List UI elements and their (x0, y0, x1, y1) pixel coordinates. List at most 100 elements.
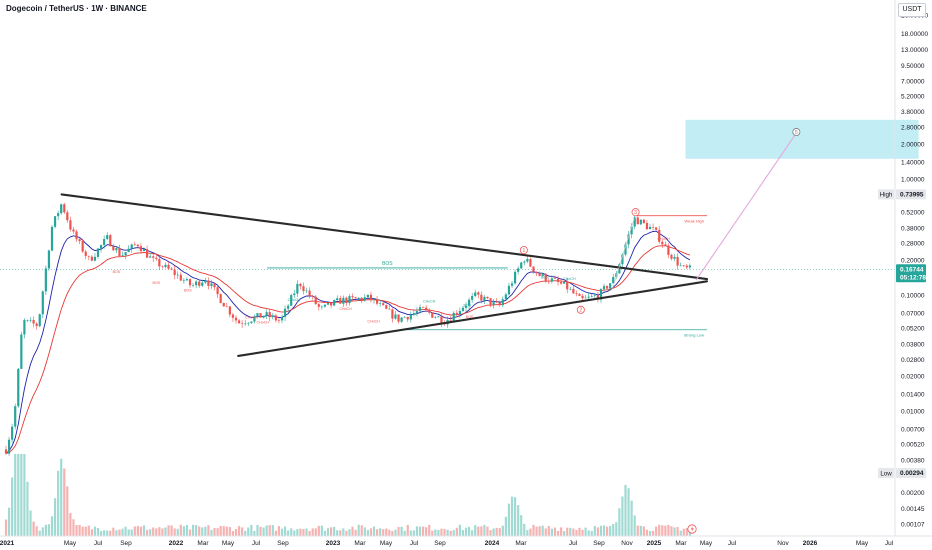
price-tick-label: 13.00000 (901, 47, 928, 54)
low-tag (878, 468, 894, 479)
price-tick-label: 0.05200 (901, 326, 925, 333)
candle-body (486, 296, 489, 299)
volume-bar (7, 507, 11, 536)
candle-body (541, 273, 544, 277)
volume-bar (44, 524, 47, 536)
candle-body (130, 244, 133, 249)
candle-body (112, 246, 115, 251)
candle-body (394, 314, 397, 319)
candle-body (287, 305, 290, 309)
volume-bar (121, 528, 124, 536)
candle-body (633, 217, 636, 227)
candle-body (290, 295, 293, 306)
volume-bar (142, 525, 146, 536)
candle-body (391, 309, 394, 319)
volume-bar (409, 530, 412, 536)
volume-bar (544, 528, 547, 536)
volume-bar (308, 530, 311, 536)
price-tick-label: 0.07000 (901, 311, 925, 318)
candle-body (256, 313, 259, 317)
volume-bar (651, 530, 655, 536)
candle-body (81, 241, 84, 252)
volume-bar (563, 531, 566, 536)
candle-body (173, 269, 176, 276)
volume-bar (29, 510, 32, 536)
volume-bar (96, 528, 100, 536)
volume-bar (69, 513, 72, 536)
time-tick-label: May (856, 540, 869, 547)
volume-bar (66, 486, 69, 536)
high-badge-text: 0.73995 (900, 191, 924, 198)
candle-body (176, 274, 179, 276)
volume-bar (280, 528, 284, 536)
volume-bar (299, 528, 302, 536)
volume-bar (648, 531, 652, 536)
volume-bar (17, 454, 20, 536)
candle-body (400, 317, 403, 322)
volume-bar (492, 528, 495, 536)
candle-body (170, 268, 173, 270)
candle-body (501, 299, 504, 306)
candle-body (363, 297, 366, 301)
candle-body (69, 220, 72, 230)
candle-body (602, 286, 606, 290)
time-tick-label: Jul (569, 540, 578, 547)
volume-bar (75, 524, 78, 536)
structure-label: BOS (541, 275, 549, 279)
candle-body (139, 246, 143, 252)
candle-body (342, 297, 345, 304)
volume-bar (237, 526, 241, 536)
candle-body (152, 256, 155, 258)
volume-bar (314, 528, 317, 536)
candle-body (596, 295, 599, 300)
price-tick-label: 1.40000 (901, 160, 925, 167)
volume-bar (329, 527, 333, 536)
candle-body (351, 296, 354, 298)
projection-faint-line (611, 218, 635, 291)
candle-body (124, 252, 127, 256)
volume-bar (587, 530, 590, 536)
volume-bar (394, 529, 397, 536)
volume-bar (53, 498, 57, 536)
candle-body (547, 280, 550, 282)
candle-body (265, 312, 268, 316)
candle-body (299, 283, 302, 287)
volume-bar (578, 527, 581, 536)
candle-body (308, 290, 311, 297)
volume-bar (553, 527, 557, 536)
volume-bar (440, 528, 443, 536)
candle-body (274, 315, 277, 321)
candle-body (50, 226, 54, 251)
price-tick-label: 0.52000 (901, 209, 925, 216)
candle-body (72, 229, 75, 232)
volume-bar (504, 516, 507, 536)
price-tick-label: 0.02800 (901, 357, 925, 364)
volume-bar (434, 529, 437, 536)
structure-label: CHoCH (657, 237, 670, 241)
currency-button[interactable]: USDT (898, 3, 926, 17)
volume-bar (11, 477, 14, 536)
candle-body (127, 248, 130, 253)
time-tick-label: 2021 (0, 540, 15, 547)
volume-bar (244, 530, 247, 536)
candle-body (225, 306, 228, 308)
structure-label: CHoCH (245, 316, 258, 320)
volume-bar (188, 529, 192, 536)
price-axis[interactable]: 26.0000018.0000013.000009.500007.000005.… (878, 0, 928, 536)
volume-bar (155, 528, 158, 536)
volume-bar (369, 528, 373, 536)
candle-body (425, 307, 428, 310)
volume-bar (106, 530, 109, 536)
volume-bar (14, 454, 17, 536)
volume-bar (474, 525, 477, 536)
candle-body (63, 204, 66, 213)
candle-body (639, 219, 642, 225)
volume-bar (550, 528, 553, 536)
volume-bar (99, 531, 103, 536)
candle-body (431, 312, 434, 318)
time-axis[interactable]: 2021 May Jul Sep 2022 Mar May Jul Sep 2023 Mar May J… (0, 535, 932, 547)
candle-body (529, 258, 532, 267)
trendline-layer[interactable] (60, 132, 797, 358)
